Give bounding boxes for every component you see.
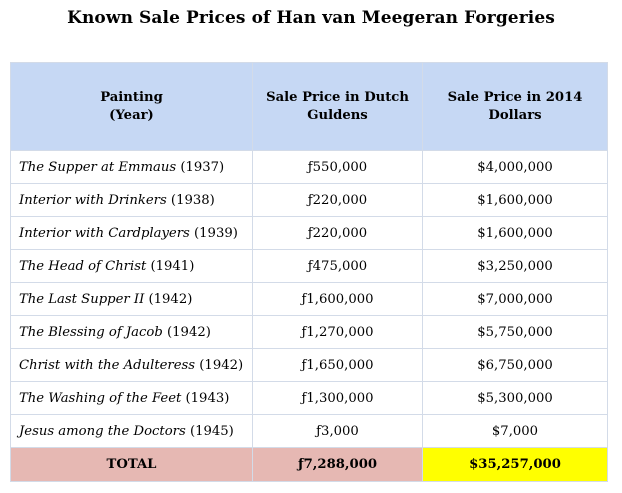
dollars-cell: $4,000,000 (422, 150, 608, 184)
painting-cell: The Supper at Emmaus (1937) (10, 150, 253, 184)
table-row: Jesus among the Doctors (1945) ƒ3,000 $7,0… (10, 414, 608, 448)
painting-cell: Christ with the Adulteress (1942) (10, 348, 253, 382)
guilders-cell: ƒ550,000 (252, 150, 423, 184)
guilders-cell: ƒ1,650,000 (252, 348, 423, 382)
painting-title: The Supper at Emmaus (19, 159, 177, 175)
painting-title: Interior with Drinkers (19, 192, 167, 208)
table-row: The Washing of the Feet (1943) ƒ1,300,000… (10, 381, 608, 415)
guilders-cell: ƒ1,300,000 (252, 381, 423, 415)
total-row: TOTAL ƒ7,288,000 $35,257,000 (10, 447, 608, 482)
table-row: The Head of Christ (1941) ƒ475,000 $3,250,… (10, 249, 608, 283)
painting-cell: The Blessing of Jacob (1942) (10, 315, 253, 349)
painting-cell: Interior with Cardplayers (1939) (10, 216, 253, 250)
painting-year: (1943) (185, 390, 230, 406)
painting-title: Jesus among the Doctors (19, 423, 186, 439)
painting-title: The Head of Christ (19, 258, 147, 274)
table-row: Christ with the Adulteress (1942) ƒ1,650,… (10, 348, 608, 382)
table-row: The Blessing of Jacob (1942) ƒ1,270,000 $5… (10, 315, 608, 349)
painting-cell: The Head of Christ (1941) (10, 249, 253, 283)
dollars-cell: $3,250,000 (422, 249, 608, 283)
painting-cell: Jesus among the Doctors (1945) (10, 414, 253, 448)
painting-title: Christ with the Adulteress (19, 357, 196, 373)
total-label: TOTAL (10, 447, 253, 482)
painting-year: (1939) (194, 225, 238, 241)
guilders-cell: ƒ220,000 (252, 216, 423, 250)
guilders-cell: ƒ1,270,000 (252, 315, 423, 349)
dollars-cell: $1,600,000 (422, 216, 608, 250)
dollars-cell: $1,600,000 (422, 183, 608, 217)
header-guilders: Sale Price in Dutch Guldens (252, 62, 423, 151)
painting-year: (1942) (148, 291, 193, 307)
painting-year: (1938) (170, 192, 215, 208)
painting-cell: Interior with Drinkers (1938) (10, 183, 253, 217)
painting-title: The Last Supper II (19, 291, 145, 307)
total-dollars: $35,257,000 (422, 447, 608, 482)
guilders-cell: ƒ475,000 (252, 249, 423, 283)
dollars-cell: $6,750,000 (422, 348, 608, 382)
table-row: Interior with Drinkers (1938) ƒ220,000 $1,… (10, 183, 608, 217)
header-painting: Painting (Year) (10, 62, 253, 151)
table-row: Interior with Cardplayers (1939) ƒ220,000… (10, 216, 608, 250)
painting-year: (1942) (199, 357, 244, 373)
header-row: Painting (Year) Sale Price in Dutch Guld… (10, 62, 608, 151)
guilders-cell: ƒ220,000 (252, 183, 423, 217)
sale-prices-table: Painting (Year) Sale Price in Dutch Guld… (10, 62, 608, 482)
painting-year: (1937) (180, 159, 225, 175)
total-guilders: ƒ7,288,000 (252, 447, 423, 482)
painting-year: (1941) (150, 258, 195, 274)
dollars-cell: $5,300,000 (422, 381, 608, 415)
table-row: The Last Supper II (1942) ƒ1,600,000 $7,00… (10, 282, 608, 316)
painting-cell: The Washing of the Feet (1943) (10, 381, 253, 415)
dollars-cell: $5,750,000 (422, 315, 608, 349)
table-row: The Supper at Emmaus (1937) ƒ550,000 $4,00… (10, 150, 608, 184)
table-body: The Supper at Emmaus (1937) ƒ550,000 $4,00… (10, 150, 608, 448)
dollars-cell: $7,000,000 (422, 282, 608, 316)
painting-title: The Blessing of Jacob (19, 324, 163, 340)
header-dollars: Sale Price in 2014 Dollars (422, 62, 608, 151)
painting-year: (1942) (167, 324, 211, 340)
painting-year: (1945) (189, 423, 234, 439)
painting-title: Interior with Cardplayers (19, 225, 190, 241)
guilders-cell: ƒ1,600,000 (252, 282, 423, 316)
guilders-cell: ƒ3,000 (252, 414, 423, 448)
painting-title: The Washing of the Feet (19, 390, 182, 406)
table-title: Known Sale Prices of Han van Meegeran Fo… (67, 8, 555, 28)
painting-cell: The Last Supper II (1942) (10, 282, 253, 316)
dollars-cell: $7,000 (422, 414, 608, 448)
